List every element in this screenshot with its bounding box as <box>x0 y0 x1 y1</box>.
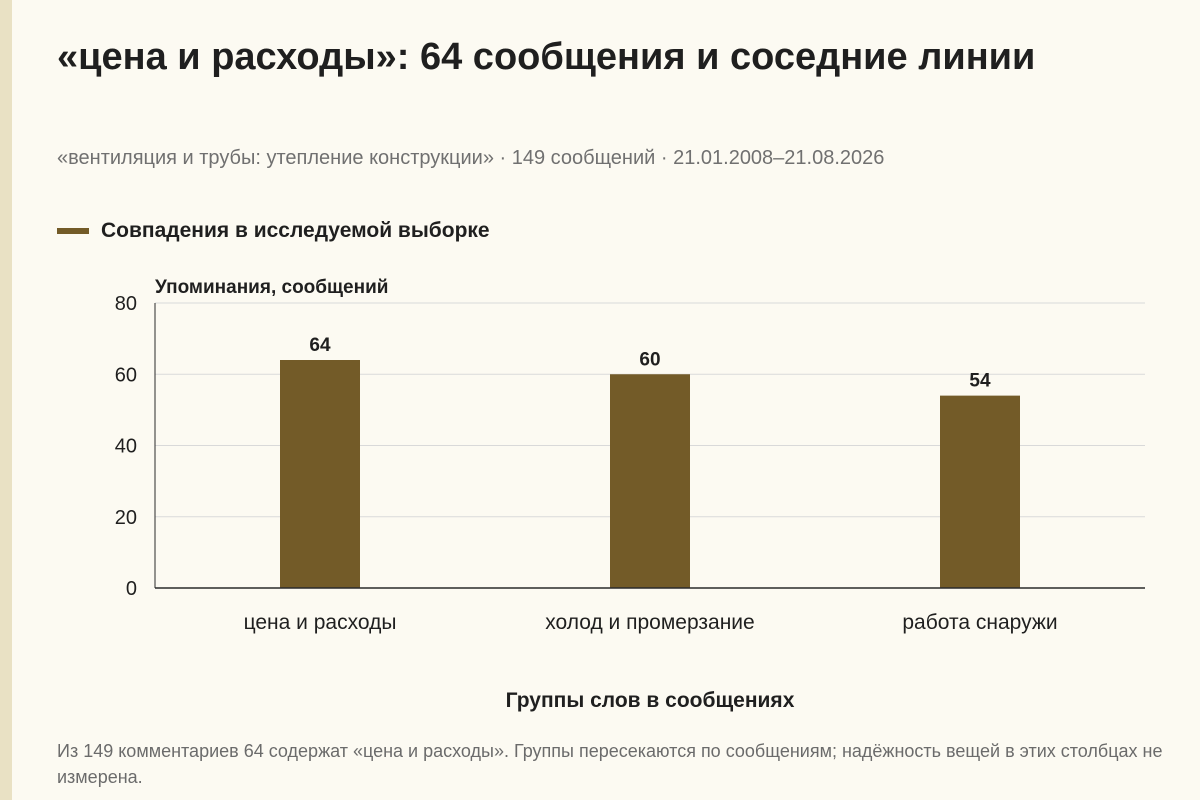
y-tick-label: 60 <box>115 364 137 386</box>
y-tick-label: 40 <box>115 436 137 458</box>
bar-value-label: 60 <box>639 349 660 370</box>
bar-value-label: 64 <box>309 335 331 356</box>
legend-label: Совпадения в исследуемой выборке <box>101 219 490 242</box>
x-axis-title: Группы слов в сообщениях <box>506 689 795 712</box>
x-category-label: холод и промерзание <box>545 611 754 634</box>
y-axis-title: Упоминания, сообщений <box>155 277 388 298</box>
y-tick-label: 20 <box>115 507 137 529</box>
bar <box>280 360 360 588</box>
x-category-label: цена и расходы <box>244 611 397 634</box>
bar <box>610 374 690 588</box>
bar <box>940 395 1020 588</box>
x-category-label: работа снаружи <box>902 611 1057 634</box>
page-subtitle: «вентиляция и трубы: утепление конструкц… <box>57 147 885 169</box>
left-accent-strip <box>0 0 12 800</box>
chart-legend: Совпадения в исследуемой выборке <box>57 219 490 243</box>
y-tick-label: 0 <box>126 578 137 600</box>
bars-layer: 64 цена и расходы 60 холод и промерзание 54 р… <box>244 335 1058 634</box>
page-title: «цена и расходы»: 64 сообщения и соседни… <box>57 36 1036 78</box>
footnote: Из 149 комментариев 64 содержат «цена и … <box>57 741 1163 787</box>
bar-value-label: 54 <box>969 371 991 392</box>
legend-swatch <box>57 228 89 234</box>
grid-layer: 0 20 40 60 80 <box>115 293 1145 600</box>
y-tick-label: 80 <box>115 293 137 315</box>
